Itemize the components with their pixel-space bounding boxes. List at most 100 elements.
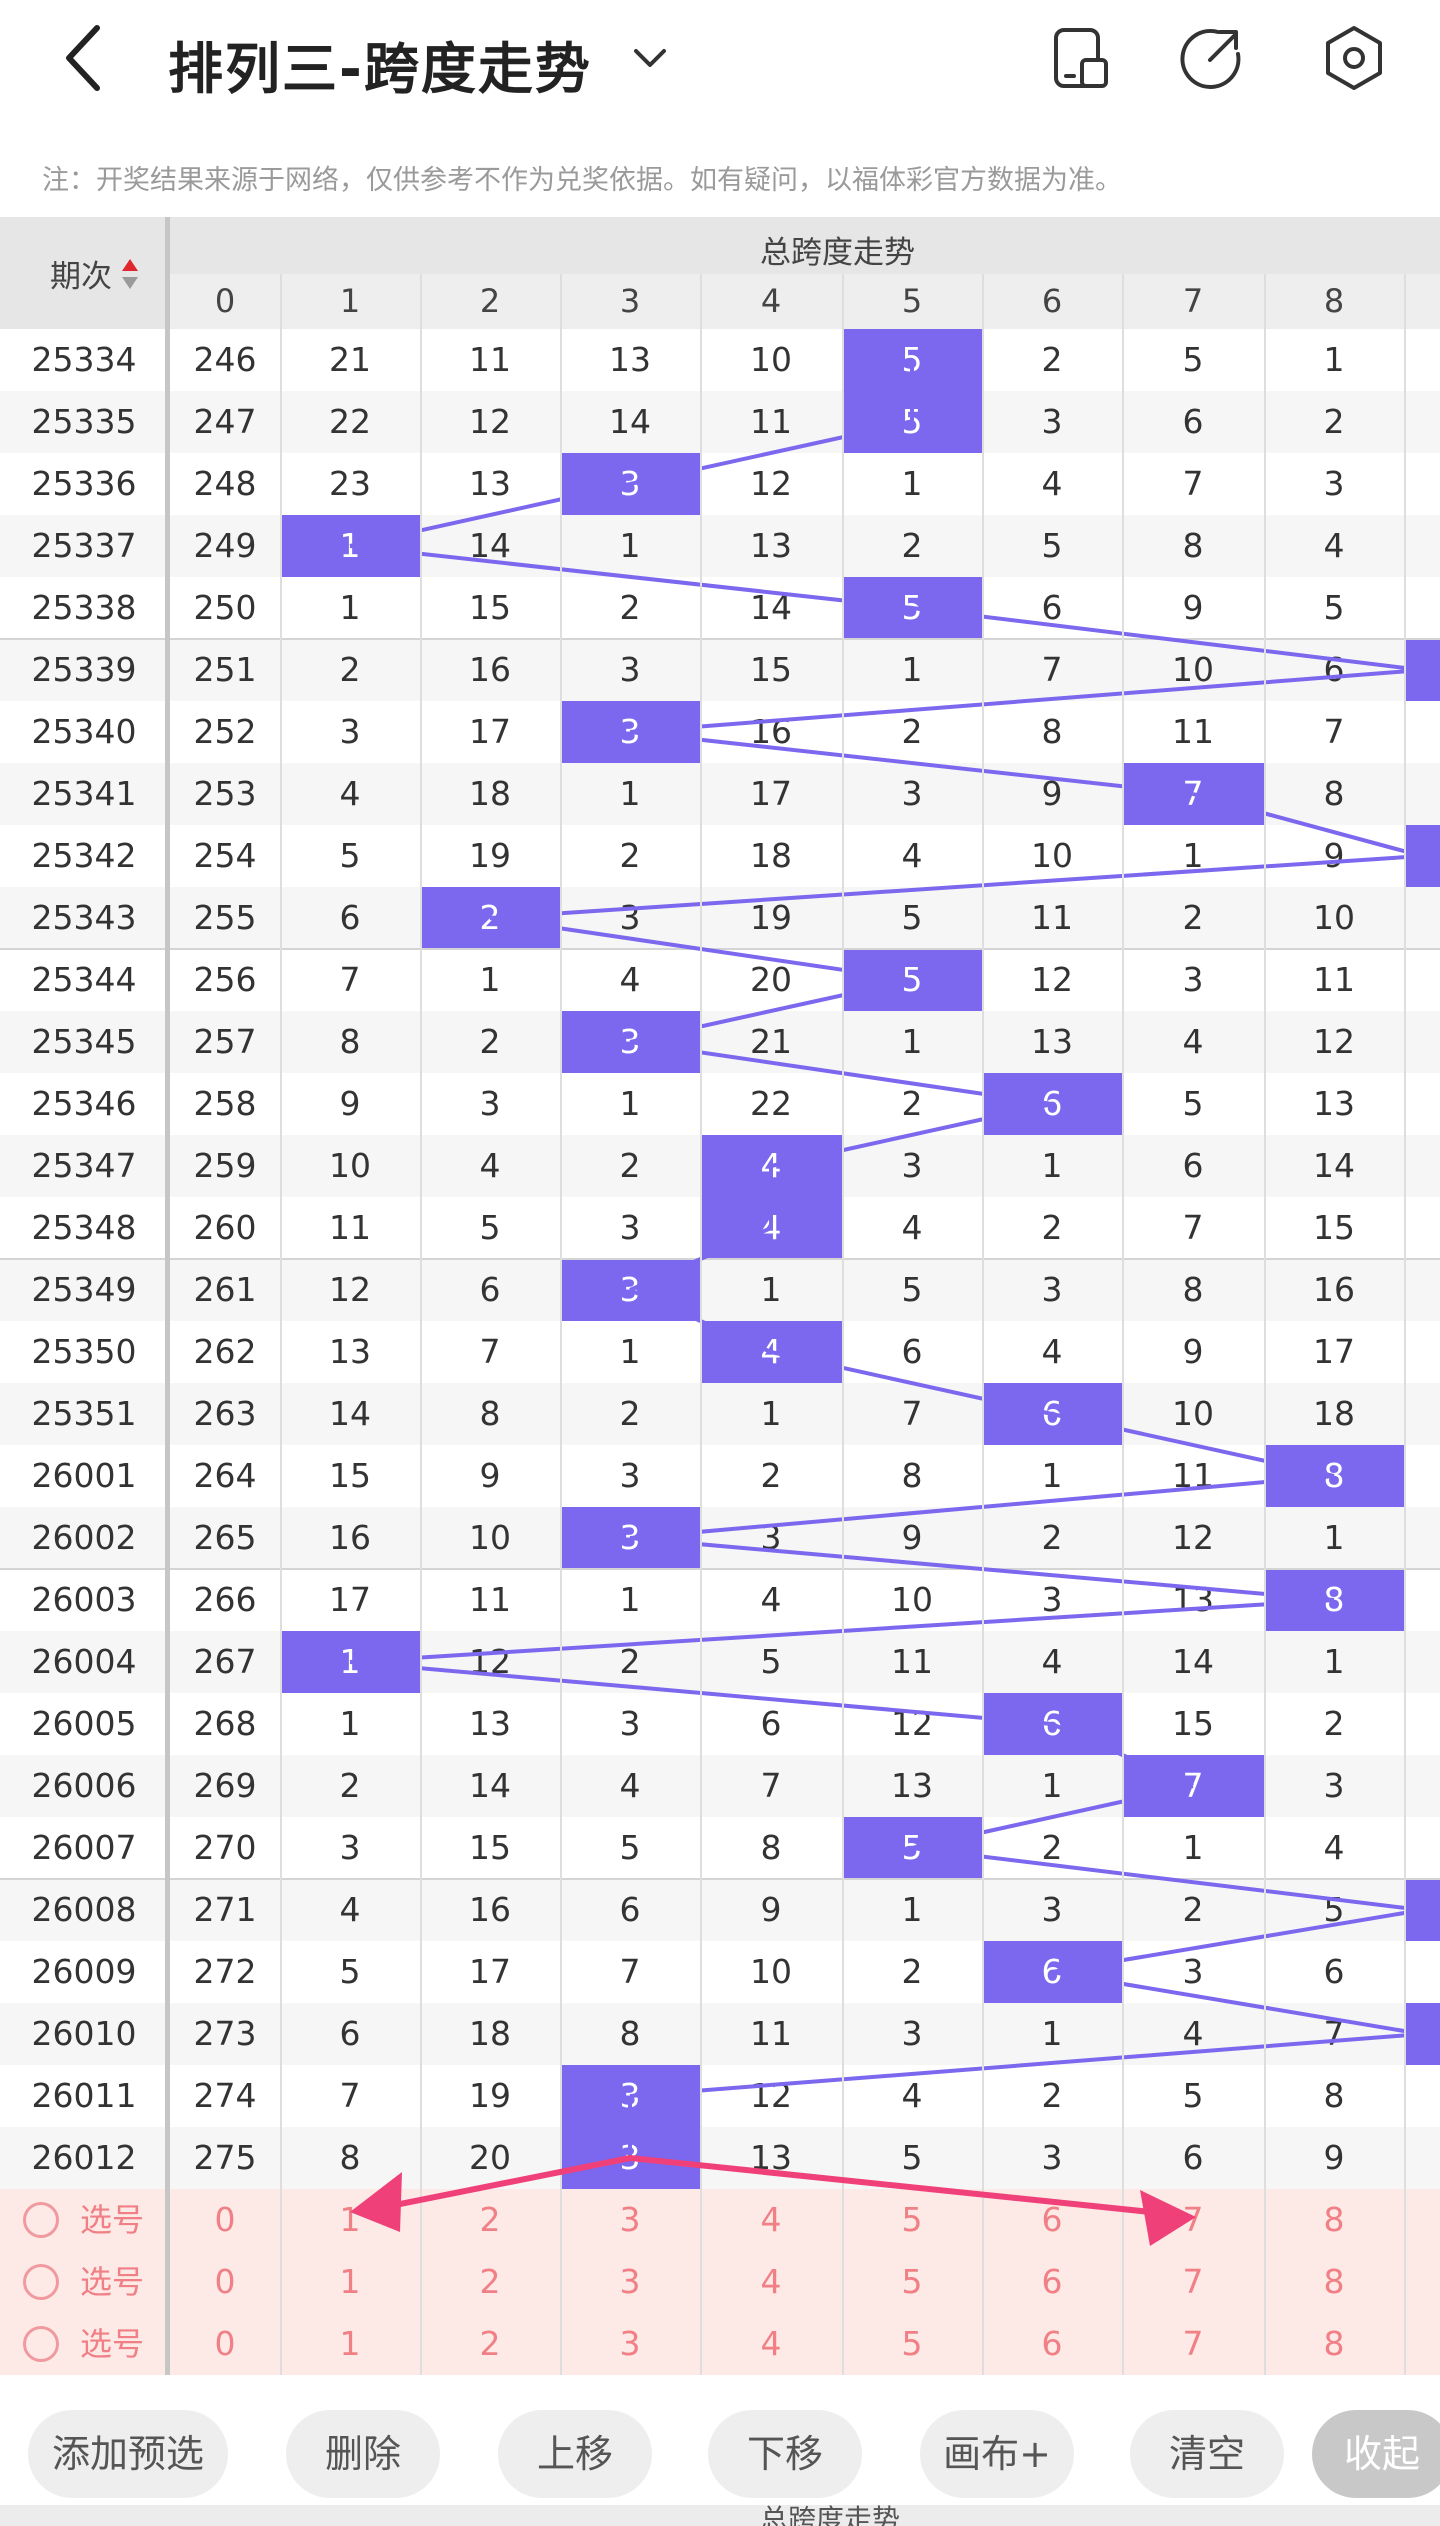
- omission-cell: 3: [479, 1084, 501, 1123]
- issue-number: 25334: [31, 340, 137, 379]
- pick-number-3[interactable]: 3: [619, 2324, 641, 2363]
- table-row: 25335 247 22 12 14 11 5 3 6 2: [0, 391, 1440, 453]
- clear-button[interactable]: 清空: [1130, 2410, 1284, 2498]
- hit-cell: 6: [982, 1693, 1122, 1755]
- omission-cell: 12: [1313, 1022, 1355, 1061]
- omission-cell: 1: [619, 1580, 641, 1619]
- pick-number-8[interactable]: 8: [1323, 2200, 1345, 2239]
- issue-header-label: 期次: [50, 259, 112, 295]
- table-row: 25346 258 9 3 1 22 2 6 5 13: [0, 1073, 1440, 1135]
- pick-number-0[interactable]: 0: [214, 2262, 236, 2301]
- select-row-radio[interactable]: [23, 2202, 59, 2238]
- pick-number-1[interactable]: 1: [339, 2200, 361, 2239]
- pick-number-7[interactable]: 7: [1182, 2324, 1204, 2363]
- group-separator: [0, 1258, 1440, 1260]
- pick-number-6[interactable]: 6: [1041, 2262, 1063, 2301]
- grid-column-line: [982, 274, 984, 2375]
- pick-number-4[interactable]: 4: [760, 2200, 782, 2239]
- omission-cell: 255: [193, 898, 257, 937]
- grid-column-line: [1264, 274, 1266, 2375]
- hit-cell: 3: [560, 453, 700, 515]
- pick-number-2[interactable]: 2: [479, 2324, 501, 2363]
- add-preselect-button[interactable]: 添加预选: [28, 2410, 228, 2498]
- hit-cell: 1: [280, 1631, 420, 1693]
- omission-cell: 3: [1041, 2138, 1063, 2177]
- omission-cell: 8: [339, 1022, 361, 1061]
- canvas-plus-button[interactable]: 画布+: [920, 2410, 1074, 2498]
- table-row: 25341 253 4 18 1 17 3 9 7 8: [0, 763, 1440, 825]
- omission-cell: 266: [193, 1580, 257, 1619]
- pick-number-6[interactable]: 6: [1041, 2324, 1063, 2363]
- pick-number-3[interactable]: 3: [619, 2262, 641, 2301]
- pick-number-4[interactable]: 4: [760, 2324, 782, 2363]
- table-row: 25349 261 12 6 3 1 5 3 8 16: [0, 1259, 1440, 1321]
- hit-cell: 6: [982, 1073, 1122, 1135]
- omission-cell: 3: [1041, 1580, 1063, 1619]
- omission-cell: 5: [1182, 1084, 1204, 1123]
- omission-cell: 10: [1313, 898, 1355, 937]
- omission-cell: 19: [469, 2076, 511, 2115]
- omission-cell: 2: [339, 650, 361, 689]
- pick-number-2[interactable]: 2: [479, 2262, 501, 2301]
- issue-number: 26003: [31, 1580, 137, 1619]
- omission-cell: 3: [901, 774, 923, 813]
- omission-cell: 1: [1182, 836, 1204, 875]
- omission-cell: 1: [901, 650, 923, 689]
- issue-number: 25341: [31, 774, 137, 813]
- app-header: 排列三-跨度走势: [0, 0, 1440, 125]
- omission-cell: 15: [469, 1828, 511, 1867]
- omission-cell: 13: [469, 464, 511, 503]
- pick-number-3[interactable]: 3: [619, 2200, 641, 2239]
- pick-number-0[interactable]: 0: [214, 2324, 236, 2363]
- pick-number-1[interactable]: 1: [339, 2324, 361, 2363]
- issue-number: 26010: [31, 2014, 137, 2053]
- omission-cell: 263: [193, 1394, 257, 1433]
- omission-cell: 6: [1323, 1952, 1345, 1991]
- omission-cell: 256: [193, 960, 257, 999]
- omission-cell: 3: [760, 1518, 782, 1557]
- collapse-button[interactable]: 收起: [1312, 2410, 1440, 2498]
- omission-cell: 248: [193, 464, 257, 503]
- hit-cell: 4: [700, 1135, 842, 1197]
- move-up-button[interactable]: 上移: [498, 2410, 652, 2498]
- omission-cell: 253: [193, 774, 257, 813]
- group-separator: [0, 638, 1440, 640]
- pick-number-5[interactable]: 5: [901, 2200, 923, 2239]
- pick-number-7[interactable]: 7: [1182, 2262, 1204, 2301]
- pick-number-8[interactable]: 8: [1323, 2324, 1345, 2363]
- pick-number-0[interactable]: 0: [214, 2200, 236, 2239]
- omission-cell: 15: [750, 650, 792, 689]
- issue-column-header[interactable]: 期次: [0, 217, 168, 329]
- pick-number-7[interactable]: 7: [1182, 2200, 1204, 2239]
- select-row-radio[interactable]: [23, 2326, 59, 2362]
- omission-cell: 12: [1031, 960, 1073, 999]
- omission-cell: 2: [901, 526, 923, 565]
- title-dropdown-button[interactable]: [628, 36, 672, 80]
- omission-cell: 4: [901, 1208, 923, 1247]
- hit-cell: 6: [982, 1383, 1122, 1445]
- omission-cell: 10: [469, 1518, 511, 1557]
- omission-cell: 13: [750, 526, 792, 565]
- phone-layout-icon: [1054, 28, 1108, 88]
- omission-cell: 10: [750, 1952, 792, 1991]
- pick-number-6[interactable]: 6: [1041, 2200, 1063, 2239]
- pick-number-5[interactable]: 5: [901, 2324, 923, 2363]
- delete-button[interactable]: 删除: [286, 2410, 440, 2498]
- table-row: 25334 246 21 11 13 10 5 2 5 1: [0, 329, 1440, 391]
- settings-button[interactable]: [1316, 20, 1392, 96]
- back-button[interactable]: [55, 18, 115, 98]
- pick-number-4[interactable]: 4: [760, 2262, 782, 2301]
- issue-number: 25343: [31, 898, 137, 937]
- table-row: 26010 273 6 18 8 11 3 1 4 7: [0, 2003, 1440, 2065]
- layout-toggle-button[interactable]: [1042, 20, 1118, 96]
- omission-cell: 4: [901, 2076, 923, 2115]
- pick-number-5[interactable]: 5: [901, 2262, 923, 2301]
- select-row-radio[interactable]: [23, 2264, 59, 2300]
- issue-number: 26007: [31, 1828, 137, 1867]
- pick-number-1[interactable]: 1: [339, 2262, 361, 2301]
- pick-number-8[interactable]: 8: [1323, 2262, 1345, 2301]
- pick-number-2[interactable]: 2: [479, 2200, 501, 2239]
- share-button[interactable]: [1174, 20, 1250, 96]
- move-down-button[interactable]: 下移: [708, 2410, 862, 2498]
- omission-cell: 4: [619, 960, 641, 999]
